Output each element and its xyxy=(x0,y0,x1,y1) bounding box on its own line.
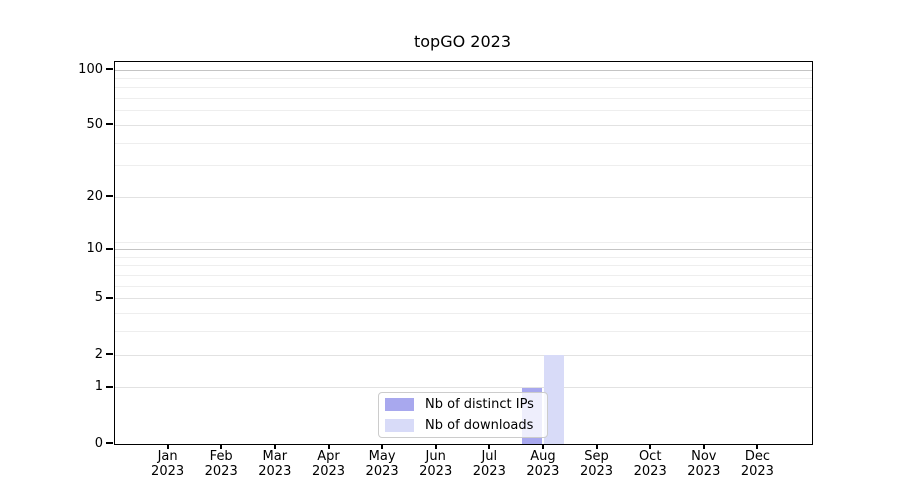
y-tick-mark-1 xyxy=(106,385,113,388)
y-tick-label-0: 0 xyxy=(94,435,103,451)
gridline-minor-80 xyxy=(115,87,812,89)
x-tick-label-dec: Dec 2023 xyxy=(740,449,774,479)
gridline-1 xyxy=(115,387,812,389)
y-tick-label-5: 5 xyxy=(94,290,103,306)
y-tick-label-1: 1 xyxy=(94,379,103,395)
gridline-100 xyxy=(115,69,812,71)
legend-swatch-downloads xyxy=(385,419,414,432)
x-tick-label-may: May 2023 xyxy=(365,449,399,479)
y-tick-mark-10 xyxy=(106,247,113,250)
y-tick-mark-100 xyxy=(106,68,113,70)
gridline-5 xyxy=(115,298,812,300)
y-tick-mark-2 xyxy=(106,353,113,355)
gridline-minor-11 xyxy=(115,242,812,244)
gridline-minor-6 xyxy=(115,285,812,287)
gridline-minor-30 xyxy=(115,165,812,167)
gridline-minor-9 xyxy=(115,256,812,258)
gridline-10 xyxy=(115,249,812,251)
chart-title: topGO 2023 xyxy=(413,32,511,51)
legend-item-distinct-ips: Nb of distinct IPs xyxy=(379,394,547,415)
x-tick-mark-jan xyxy=(166,444,169,449)
gridline-minor-3 xyxy=(115,331,812,333)
y-tick-label-20: 20 xyxy=(86,188,103,204)
gridline-minor-4 xyxy=(115,313,812,315)
x-tick-mark-may xyxy=(381,444,384,449)
x-tick-label-apr: Apr 2023 xyxy=(311,449,346,479)
legend-label-downloads: Nb of downloads xyxy=(425,418,534,433)
gridline-20 xyxy=(115,196,812,198)
plot-area: Nb of distinct IPs Nb of downloads xyxy=(114,61,813,445)
x-tick-mark-mar xyxy=(273,444,276,449)
x-tick-label-sep: Sep 2023 xyxy=(579,449,614,479)
y-tick-label-100: 100 xyxy=(78,61,103,77)
x-tick-mark-jun xyxy=(434,444,437,449)
x-tick-mark-dec xyxy=(756,444,759,449)
x-tick-mark-nov xyxy=(702,444,705,449)
gridline-minor-7 xyxy=(115,275,812,276)
x-tick-mark-feb xyxy=(220,444,223,449)
legend: Nb of distinct IPs Nb of downloads xyxy=(378,392,548,438)
y-tick-mark-5 xyxy=(106,296,113,299)
gridline-minor-40 xyxy=(115,142,812,144)
legend-label-distinct-ips: Nb of distinct IPs xyxy=(425,397,534,412)
bar-aug-downloads xyxy=(543,355,564,444)
gridline-minor-60 xyxy=(115,110,812,112)
x-tick-mark-sep xyxy=(595,444,598,449)
gridline-minor-70 xyxy=(115,98,812,100)
gridline-50 xyxy=(115,124,812,126)
x-tick-label-mar: Mar 2023 xyxy=(258,449,292,479)
x-tick-mark-aug xyxy=(541,444,544,449)
y-tick-label-10: 10 xyxy=(86,241,103,257)
x-tick-label-jul: Jul 2023 xyxy=(472,449,506,479)
legend-item-downloads: Nb of downloads xyxy=(379,415,547,436)
y-tick-label-2: 2 xyxy=(94,346,103,362)
x-tick-label-jan: Jan 2023 xyxy=(151,449,185,479)
x-tick-label-aug: Aug 2023 xyxy=(526,449,560,479)
x-tick-label-oct: Oct 2023 xyxy=(633,449,667,479)
y-tick-label-50: 50 xyxy=(86,116,103,132)
x-tick-label-nov: Nov 2023 xyxy=(687,449,721,479)
y-tick-mark-0 xyxy=(106,442,113,444)
x-tick-mark-apr xyxy=(327,444,330,449)
gridline-minor-90 xyxy=(115,77,812,79)
y-tick-mark-20 xyxy=(106,195,113,198)
x-tick-label-feb: Feb 2023 xyxy=(204,449,238,479)
gridline-2 xyxy=(115,354,812,356)
y-tick-mark-50 xyxy=(106,123,113,126)
gridline-minor-8 xyxy=(115,265,812,267)
legend-swatch-distinct-ips xyxy=(385,398,414,411)
x-tick-mark-jul xyxy=(488,444,491,449)
x-tick-label-jun: Jun 2023 xyxy=(419,449,453,479)
x-tick-mark-oct xyxy=(649,444,652,449)
